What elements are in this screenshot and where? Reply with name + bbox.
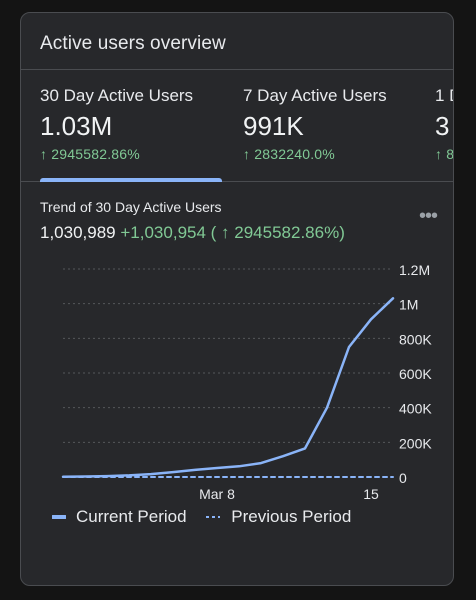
trend-stats: 1,030,989 +1,030,954 ( ↑ 2945582.86%): [40, 223, 345, 243]
y-tick-label: 1.2M: [399, 263, 430, 278]
trend-total: 1,030,989: [40, 223, 116, 242]
metric-change: ↑ 2832240.0%: [243, 146, 335, 162]
more-horizontal-icon[interactable]: •••: [419, 205, 438, 227]
trend-delta: +1,030,954 ( ↑ 2945582.86%): [120, 223, 345, 242]
metric-tab-7-day[interactable]: 7 Day Active Users 991K ↑ 2832240.0%: [243, 86, 387, 162]
card-header: Active users overview: [21, 13, 453, 70]
y-tick-label: 0: [399, 470, 407, 486]
y-tick-label: 800K: [399, 331, 432, 347]
trend-title: Trend of 30 Day Active Users: [40, 199, 222, 215]
metric-label: 7 Day Active Users: [243, 86, 387, 105]
metric-value: 1.03M: [40, 111, 113, 141]
metric-value: 3: [435, 111, 450, 141]
x-tick-label: Mar 8: [199, 486, 235, 502]
x-tick-label: 15: [363, 486, 379, 502]
metric-tab-30-day[interactable]: 30 Day Active Users 1.03M ↑ 2945582.86%: [40, 86, 193, 162]
card-title: Active users overview: [40, 33, 226, 54]
y-tick-label: 1M: [399, 297, 418, 313]
legend-label: Current Period: [76, 507, 187, 526]
legend-line-solid-icon: [52, 515, 66, 519]
series-line-current: [61, 297, 395, 478]
y-tick-label: 600K: [399, 366, 432, 382]
y-tick-label: 400K: [399, 401, 432, 417]
trend-line-chart: 0 200K 400K 600K 800K 1M 1.2M Mar 8 15: [61, 263, 432, 502]
legend-label: Previous Period: [231, 507, 352, 526]
metric-value: 991K: [243, 111, 304, 141]
active-tab-indicator: [40, 178, 222, 182]
metric-change: ↑ 8: [435, 146, 454, 162]
metric-change: ↑ 2945582.86%: [40, 146, 140, 162]
legend-item-current[interactable]: Current Period: [52, 507, 187, 527]
metric-label: 1 D: [435, 86, 453, 105]
legend-item-previous[interactable]: Previous Period: [205, 507, 351, 527]
metric-label: 30 Day Active Users: [40, 86, 194, 105]
legend-line-dashed-icon: [206, 516, 221, 518]
metric-tabs: 30 Day Active Users 1.03M ↑ 2945582.86% …: [21, 70, 453, 182]
y-tick-label: 200K: [399, 435, 432, 451]
chart-legend: Current Period Previous Period: [52, 505, 365, 527]
metric-tab-1-day[interactable]: 1 D 3 ↑ 8: [435, 86, 454, 162]
active-users-card: Active users overview 30 Day Active User…: [20, 12, 454, 586]
